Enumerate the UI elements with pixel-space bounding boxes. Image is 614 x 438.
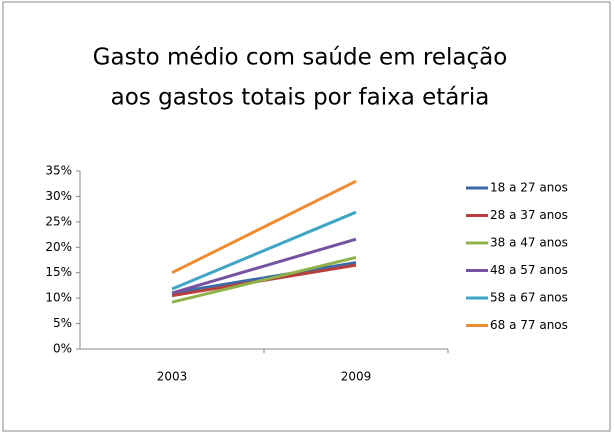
legend-label: 58 a 67 anos <box>490 291 568 305</box>
chart-frame <box>2 1 611 432</box>
chart-title: aos gastos totais por faixa etária <box>111 85 490 111</box>
legend-label: 48 a 57 anos <box>490 263 568 277</box>
legend-label: 68 a 77 anos <box>490 318 568 332</box>
y-tick-label: 10% <box>45 291 72 305</box>
x-tick-label: 2003 <box>157 370 188 384</box>
series-line <box>171 261 357 295</box>
y-tick-label: 20% <box>45 240 72 254</box>
y-tick-label: 0% <box>53 342 72 356</box>
series-line <box>171 210 357 291</box>
series-line <box>171 255 357 304</box>
series-line <box>171 179 357 275</box>
x-tick-label: 2009 <box>341 370 372 384</box>
series-line <box>171 237 357 295</box>
y-tick-label: 30% <box>45 189 72 203</box>
chart-title: Gasto médio com saúde em relação <box>93 45 508 71</box>
legend-label: 18 a 27 anos <box>490 181 568 195</box>
y-tick-label: 15% <box>45 265 72 279</box>
y-tick-label: 5% <box>53 316 72 330</box>
y-tick-label: 35% <box>45 164 72 178</box>
legend-label: 28 a 37 anos <box>490 208 568 222</box>
legend-label: 38 a 47 anos <box>490 236 568 250</box>
y-tick-label: 25% <box>45 214 72 228</box>
